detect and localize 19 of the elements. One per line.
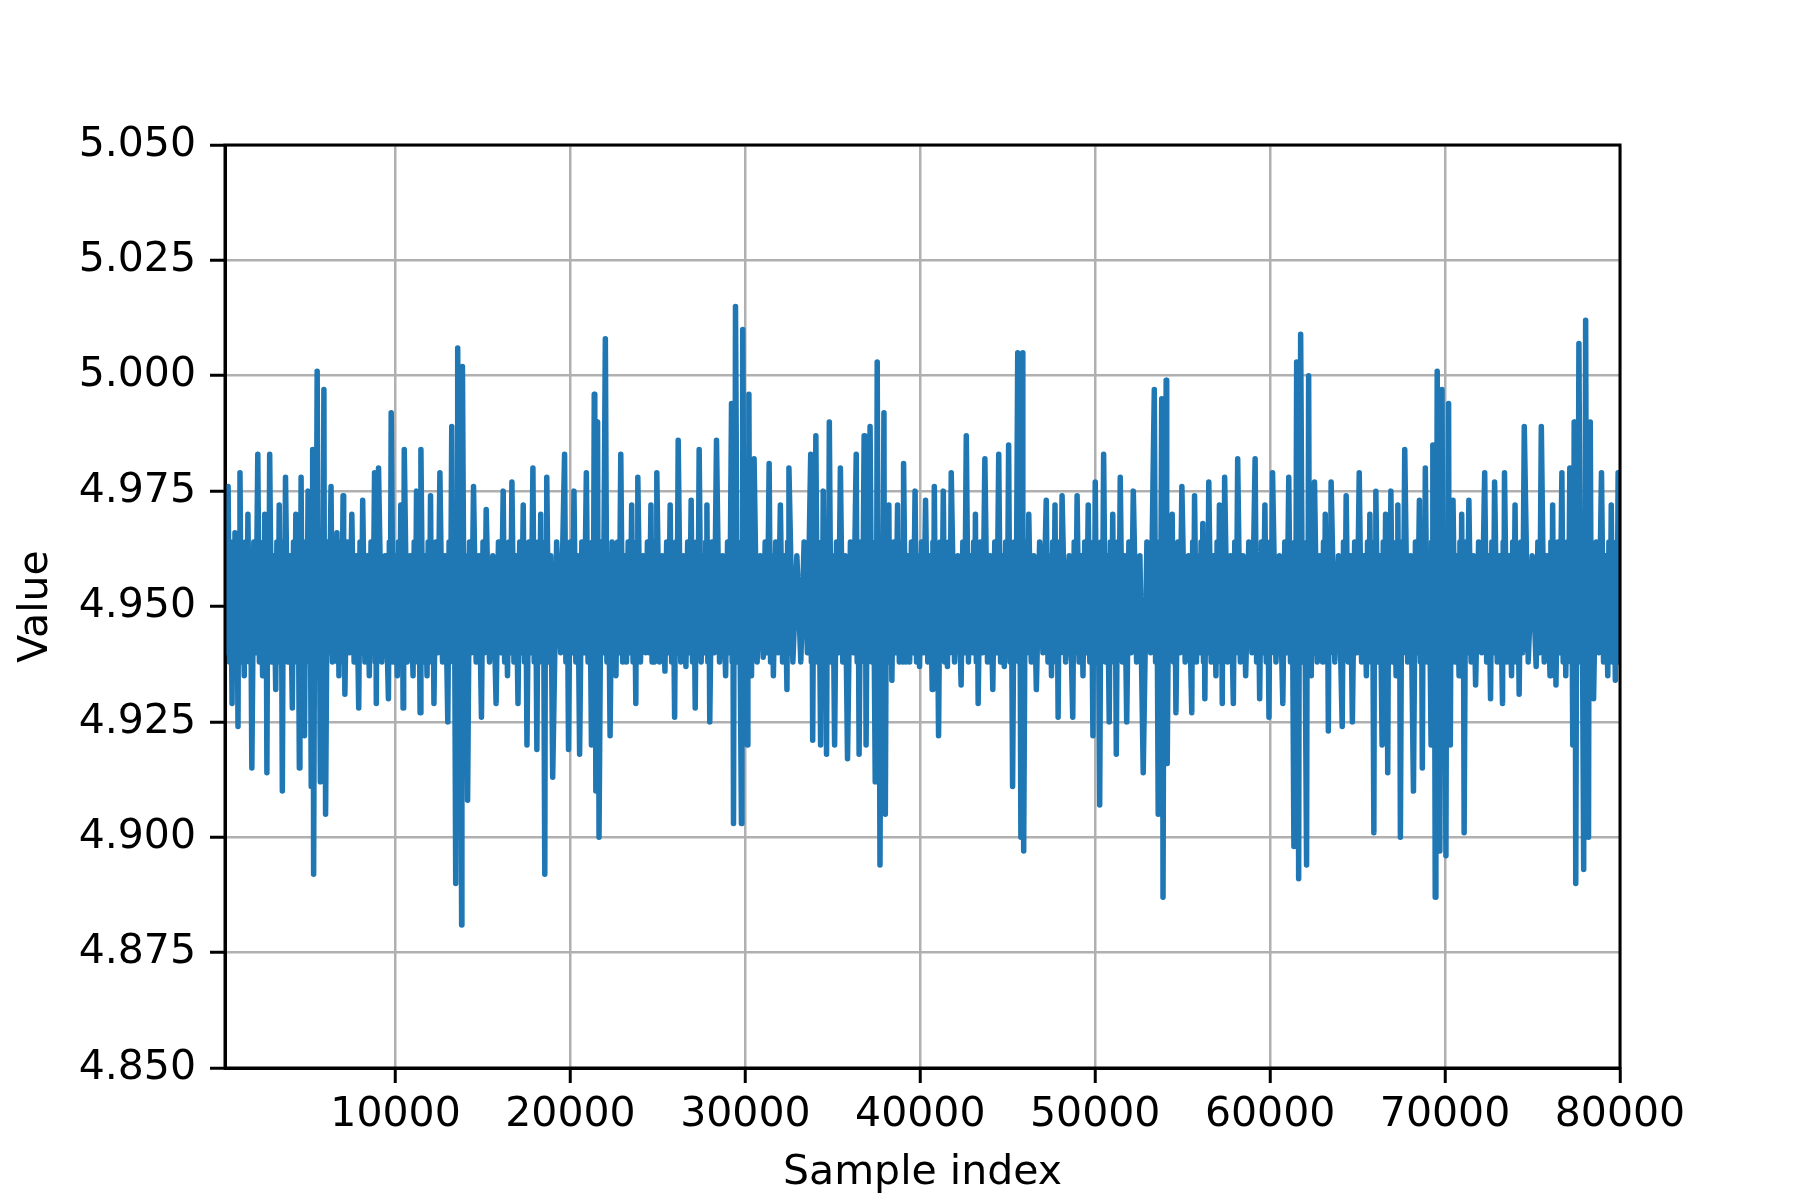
- x-tick-label: 50000: [1030, 1088, 1161, 1137]
- y-tick-label: 5.050: [78, 117, 196, 166]
- x-tick-label: 40000: [855, 1088, 986, 1137]
- x-axis-title: Sample index: [783, 1146, 1062, 1195]
- y-tick-label: 4.875: [78, 925, 196, 974]
- x-tick-label: 70000: [1379, 1088, 1511, 1137]
- x-tick-label: 80000: [1554, 1088, 1686, 1137]
- x-tick-label: 10000: [330, 1088, 461, 1137]
- y-tick-label: 4.850: [78, 1040, 196, 1089]
- y-tick-label: 4.975: [78, 463, 196, 512]
- y-tick-label: 5.000: [78, 348, 196, 397]
- y-tick-label: 4.950: [78, 579, 196, 628]
- y-tick-label: 4.900: [78, 809, 196, 858]
- x-tick-label: 30000: [680, 1088, 811, 1137]
- x-tick-label: 20000: [505, 1088, 636, 1137]
- y-tick-label: 4.925: [78, 694, 196, 743]
- x-tick-label: 60000: [1204, 1088, 1336, 1137]
- y-axis-title: Value: [9, 550, 58, 663]
- y-tick-label: 5.025: [78, 233, 196, 282]
